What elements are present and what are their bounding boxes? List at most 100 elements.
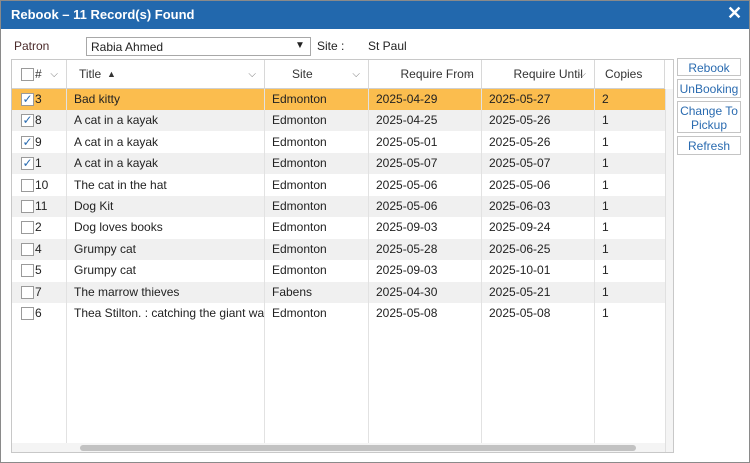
table-cell: 2025-05-26 [489,113,551,128]
column-header[interactable]: # ⌵ [12,60,67,89]
table-cell: 2025-05-07 [376,156,438,171]
table-cell: Edmonton [272,220,327,235]
table-cell: Edmonton [272,134,327,149]
row-checkbox[interactable] [21,285,34,299]
header-label: Copies [605,67,643,81]
column-header[interactable]: Site ⌵ [265,60,369,89]
table-cell: 2 [35,220,42,235]
table-row[interactable]: ✓ 9 A cat in a kayak Edmonton 2025-05-01 2025… [12,131,665,153]
table-cell: 1 [602,306,609,320]
table-cell: Thea Stilton. : catching the giant wave … [74,306,265,320]
table-row[interactable]: 6 Thea Stilton. : catching the giant wave… [12,303,665,324]
table-cell: 3 [35,92,42,106]
table-cell: 1 [602,263,609,278]
patron-select[interactable]: Rabia Ahmed ▼ [86,37,311,56]
column-header[interactable]: Require Until ⌵ [482,60,595,89]
action-button[interactable]: Refresh [677,136,741,155]
column-divider [264,89,265,447]
window-title: Rebook – 11 Record(s) Found [11,7,195,22]
column-header[interactable]: Copies [595,60,665,89]
table-cell: A cat in a kayak [74,134,159,149]
row-checkbox[interactable] [21,307,34,320]
table-row[interactable]: 7 The marrow thieves Fabens 2025-04-30 2025-… [12,281,665,303]
table-cell: Edmonton [272,113,327,128]
column-header[interactable]: Require From ⌵ [369,60,482,89]
table-cell: 2025-05-27 [489,92,551,106]
row-checkbox[interactable] [21,242,34,256]
vertical-scrollbar[interactable] [665,89,673,452]
row-checkbox[interactable] [21,264,34,278]
table-cell: The marrow thieves [74,284,180,299]
column-menu[interactable]: ⌵ [352,69,360,80]
table-cell: Bad kitty [74,92,121,106]
row-checkbox[interactable] [21,178,34,192]
row-checkbox[interactable]: ✓ [21,92,34,106]
table-cell: A cat in a kayak [74,113,159,128]
select-all-checkbox[interactable] [21,68,34,81]
table-cell: 4 [35,241,42,256]
column-menu[interactable]: ⌵ [50,69,58,80]
records-grid: # ⌵ Title ▲ ⌵ Site ⌵ Require From ⌵ Require Until… [11,59,674,453]
table-cell: 10 [35,177,49,192]
patron-label: Patron [14,39,50,53]
table-cell: 1 [602,156,609,171]
table-cell: 1 [602,284,609,299]
column-menu[interactable]: ⌵ [578,69,586,80]
table-cell: 2025-10-01 [489,263,551,278]
table-cell: Edmonton [272,241,327,256]
table-cell: 2025-05-21 [489,284,551,299]
row-checkbox[interactable]: ✓ [21,113,34,128]
table-cell: 1 [602,177,609,192]
column-menu[interactable]: ⌵ [248,69,256,80]
table-row[interactable]: ✓ 8 A cat in a kayak Edmonton 2025-04-25 2025… [12,110,665,132]
table-cell: 2025-04-30 [376,284,438,299]
action-button[interactable]: UnBooking [677,79,741,98]
table-row[interactable]: ✓ 3 Bad kitty Edmonton 2025-04-29 2025-05-27 2 [12,89,665,110]
row-checkbox[interactable] [21,221,34,235]
table-cell: 1 [602,220,609,235]
table-cell: Grumpy cat [74,241,137,256]
table-row[interactable]: 11 Dog Kit Edmonton 2025-05-06 2025-06-03 1 [12,196,665,217]
table-cell: 2025-05-07 [489,156,551,171]
row-checkbox[interactable] [21,200,34,213]
table-cell: 2025-05-28 [376,241,438,256]
table-cell: Grumpy cat [74,263,137,278]
header-label: Title [79,67,102,81]
table-row[interactable]: 2 Dog loves books Edmonton 2025-09-03 2025-0… [12,217,665,239]
column-divider [66,89,67,447]
row-checkbox[interactable]: ✓ [21,156,34,171]
action-button[interactable]: Rebook [677,58,741,76]
table-cell: Edmonton [272,306,327,320]
table-cell: 2025-06-25 [489,241,551,256]
table-cell: Edmonton [272,199,327,213]
table-cell: Edmonton [272,156,327,171]
column-divider [594,89,595,447]
table-row[interactable]: 10 The cat in the hat Edmonton 2025-05-06 20… [12,174,665,196]
table-cell: A cat in a kayak [74,156,159,171]
scroll-thumb[interactable] [80,445,636,451]
table-cell: 2025-09-03 [376,263,438,278]
dropdown-arrow: ▼ [295,40,305,51]
table-cell: 2025-05-08 [376,306,438,320]
table-cell: 2025-06-03 [489,199,551,213]
table-row[interactable]: 4 Grumpy cat Edmonton 2025-05-28 2025-06-25 1 [12,238,665,260]
table-cell: Dog loves books [74,220,163,235]
action-button[interactable]: Change To Pickup [677,101,741,133]
table-cell: Edmonton [272,177,327,192]
column-divider [368,89,369,447]
header-label: Require From [400,67,474,81]
table-row[interactable]: ✓ 1 A cat in a kayak Edmonton 2025-05-07 2025… [12,153,665,175]
column-menu[interactable]: ⌵ [465,69,473,80]
close-button[interactable]: ✕ [727,3,743,23]
header-label: Require Until [513,67,583,81]
table-row[interactable]: 5 Grumpy cat Edmonton 2025-09-03 2025-10-01 1 [12,260,665,282]
row-checkbox[interactable]: ✓ [21,134,34,149]
table-cell: 9 [35,134,42,149]
table-cell: 2025-05-06 [376,199,438,213]
header-label: # [35,67,42,81]
table-cell: 6 [35,306,42,320]
title-bar: Rebook – 11 Record(s) Found ✕ [1,1,749,29]
table-cell: Edmonton [272,92,327,106]
site-value: St Paul [368,39,407,53]
column-header[interactable]: Title ▲ ⌵ [67,60,265,89]
